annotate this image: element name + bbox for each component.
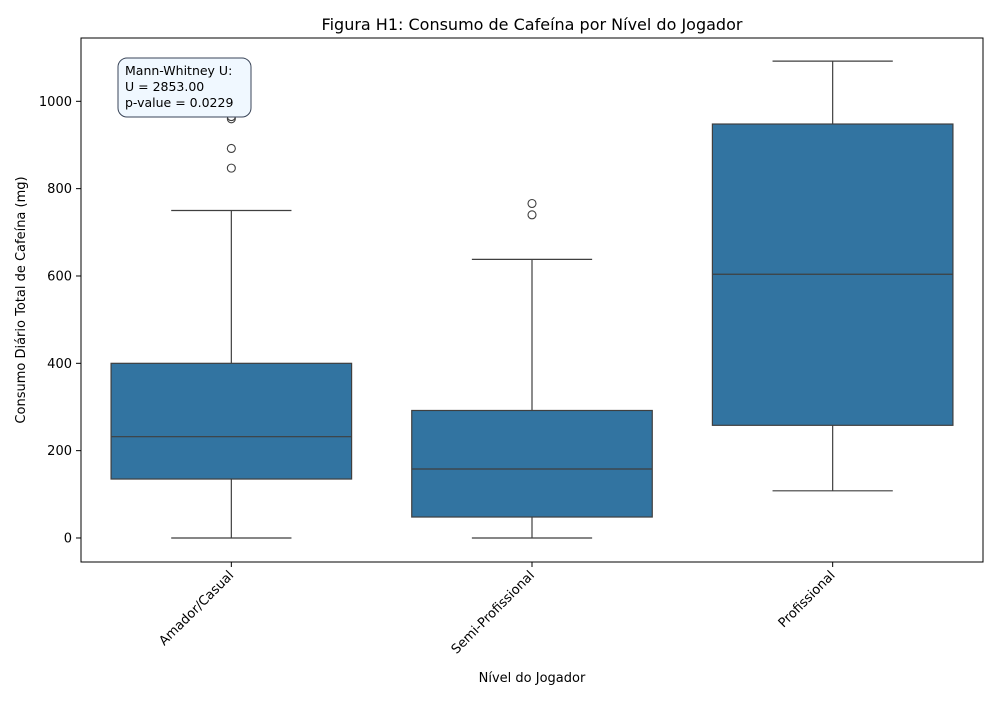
box-group-1 bbox=[411, 198, 653, 539]
box-group-0 bbox=[110, 112, 353, 539]
y-tick-label: 400 bbox=[47, 357, 72, 372]
y-tick-label: 1000 bbox=[39, 95, 72, 110]
y-axis: 0 200 400 600 800 1000 bbox=[39, 95, 81, 546]
outlier-point bbox=[527, 198, 537, 209]
iqr-box bbox=[110, 362, 353, 480]
annotation-line-1: Mann-Whitney U: bbox=[125, 63, 232, 78]
y-axis-label: Consumo Diário Total de Cafeína (mg) bbox=[14, 176, 29, 423]
y-tick-label: 0 bbox=[64, 531, 72, 546]
outlier-point bbox=[226, 163, 236, 173]
outlier-point bbox=[226, 143, 236, 154]
y-tick-label: 200 bbox=[47, 444, 72, 459]
annotation-line-2: U = 2853.00 bbox=[125, 79, 204, 94]
plot-area bbox=[110, 60, 954, 539]
annotation-background bbox=[117, 57, 252, 118]
box-group-2 bbox=[711, 60, 954, 492]
chart-title: Figura H1: Consumo de Cafeína por Nível … bbox=[322, 15, 743, 34]
outlier-point bbox=[527, 210, 537, 220]
stats-annotation: Mann-Whitney U: U = 2853.00 p-value = 0.… bbox=[117, 57, 252, 118]
y-tick-label: 600 bbox=[47, 269, 72, 284]
x-tick-label: Profissional bbox=[776, 568, 839, 631]
x-tick-label: Amador/Casual bbox=[156, 568, 237, 649]
iqr-box bbox=[411, 409, 653, 518]
annotation-line-3: p-value = 0.0229 bbox=[125, 95, 233, 110]
y-tick-label: 800 bbox=[47, 182, 72, 197]
x-axis-label: Nível do Jogador bbox=[479, 671, 586, 686]
x-axis: Amador/Casual Semi-Profissional Profission… bbox=[156, 562, 838, 657]
x-tick-label: Semi-Profissional bbox=[449, 568, 538, 657]
